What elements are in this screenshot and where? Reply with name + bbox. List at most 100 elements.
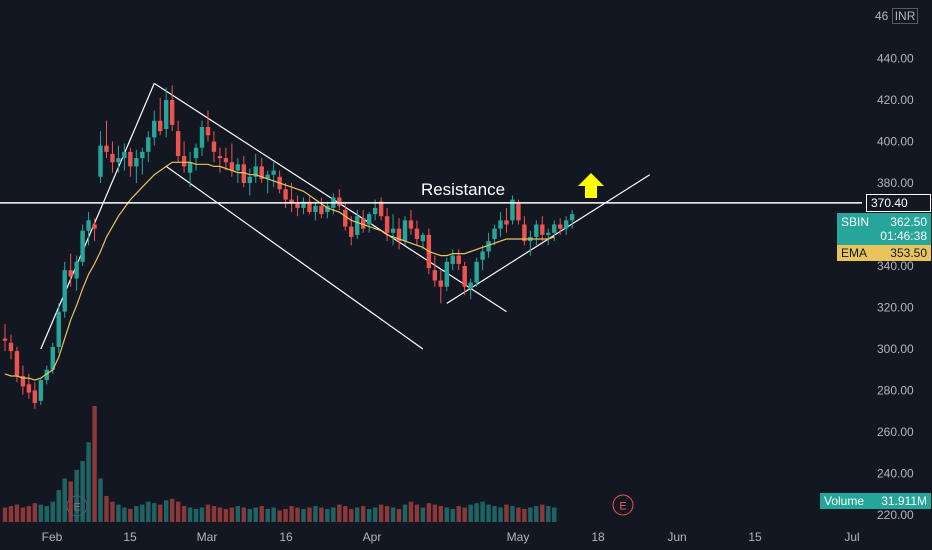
candle-body xyxy=(68,270,73,277)
ticker-price-tag[interactable]: SBIN 362.50 01:46:38 xyxy=(837,213,931,245)
ticker-price: 362.50 xyxy=(890,215,927,229)
time-axis[interactable]: Feb 15 Mar 16 Apr May 18 Jun 15 Jul xyxy=(42,530,860,544)
volume-bar xyxy=(247,508,252,522)
price-tick-label: 260.00 xyxy=(877,425,914,439)
candle-body xyxy=(122,151,127,159)
price-axis[interactable]: 220.00 240.00 260.00 280.00 300.00 320.00 340.… xyxy=(877,52,914,523)
candle-body xyxy=(402,220,408,242)
candle-body xyxy=(301,201,306,208)
resistance-annotation[interactable]: Resistance xyxy=(421,180,505,199)
volume-bar xyxy=(217,507,223,522)
volume-bar xyxy=(444,507,449,522)
candle-body xyxy=(366,214,372,225)
candle-body xyxy=(140,151,145,159)
candle-body xyxy=(146,137,151,152)
candle-body xyxy=(492,228,497,240)
candle-body xyxy=(510,199,515,221)
volume-bar xyxy=(510,506,515,522)
candle-body xyxy=(26,384,32,393)
candle-body xyxy=(313,205,318,213)
volume-bar xyxy=(229,507,235,522)
volume-bar xyxy=(163,500,169,522)
candle-body xyxy=(307,201,312,213)
candle-body xyxy=(456,255,461,264)
price-tick-label: 440.00 xyxy=(877,52,914,66)
volume-bar xyxy=(534,506,539,522)
earnings-marker-icon[interactable]: E xyxy=(612,494,634,516)
volume-bar xyxy=(44,506,49,522)
volume-bar xyxy=(402,504,408,522)
candle-body xyxy=(319,205,324,215)
volume-bar xyxy=(295,507,300,522)
candle-body xyxy=(384,216,390,233)
volume-tag[interactable]: Volume 31.911M xyxy=(820,493,931,509)
candle-body xyxy=(92,224,97,229)
time-tick-label: May xyxy=(507,530,530,544)
svg-text:E: E xyxy=(619,501,626,513)
candle-body xyxy=(175,131,181,157)
volume-bar xyxy=(259,506,264,522)
volume-bar xyxy=(26,506,32,522)
price-tick-label: 400.00 xyxy=(877,135,914,149)
volume-bar xyxy=(528,507,533,522)
volume-bar xyxy=(313,506,318,522)
event-marker-icon[interactable]: E xyxy=(66,495,88,517)
arrow-up-icon[interactable] xyxy=(578,173,604,198)
ema-tag[interactable]: EMA 353.50 xyxy=(837,245,931,261)
time-tick-label: Feb xyxy=(42,530,63,544)
volume-bar xyxy=(504,504,509,522)
candle-body xyxy=(271,170,276,175)
volume-bar xyxy=(193,508,199,522)
candle-body xyxy=(396,228,402,242)
volume-bar xyxy=(450,508,455,522)
price-tick-label: 420.00 xyxy=(877,93,914,107)
volume-bar xyxy=(492,506,497,522)
volume-bar xyxy=(361,506,366,522)
candle-body xyxy=(498,220,503,229)
volume-bar xyxy=(86,442,91,522)
candle-body xyxy=(325,205,330,213)
candle-body xyxy=(32,390,38,403)
price-tick-label: 240.00 xyxy=(877,467,914,481)
candle-body xyxy=(438,280,444,287)
volume-bar xyxy=(384,506,390,522)
volume-bar xyxy=(486,504,491,522)
volume-bar xyxy=(146,501,151,522)
volume-bars xyxy=(2,406,557,522)
volume-bar xyxy=(8,506,14,522)
volume-bar xyxy=(20,507,26,522)
volume-bar xyxy=(420,507,426,522)
volume-bar xyxy=(169,498,175,522)
volume-bar xyxy=(62,478,67,522)
volume-bar xyxy=(241,507,246,522)
volume-bar xyxy=(462,507,467,522)
volume-bar xyxy=(337,504,342,522)
candle-body xyxy=(349,226,354,237)
candle-body xyxy=(211,141,217,152)
candle-body xyxy=(253,166,258,177)
candle-body xyxy=(462,266,467,287)
candle-body xyxy=(540,224,545,235)
price-scale-top-value: 46 xyxy=(875,9,889,23)
candle-body xyxy=(86,220,91,231)
volume-bar xyxy=(325,508,330,522)
volume-bar xyxy=(480,501,485,522)
candle-body xyxy=(80,230,85,262)
volume-bar xyxy=(122,507,127,522)
volume-bar xyxy=(14,504,20,522)
volume-bar xyxy=(277,510,282,522)
price-tick-label: 300.00 xyxy=(877,342,914,356)
candle-body xyxy=(152,120,157,138)
candle-body xyxy=(432,270,438,281)
volume-bar xyxy=(187,507,193,522)
currency-label[interactable]: INR xyxy=(891,8,919,24)
volume-bar xyxy=(540,504,545,522)
candle-body xyxy=(259,166,264,179)
candle-body xyxy=(486,241,491,252)
candle-body xyxy=(8,342,14,352)
volume-bar xyxy=(50,501,55,522)
volume-bar xyxy=(355,507,360,522)
volume-bar xyxy=(134,506,139,522)
candle-body xyxy=(98,145,103,177)
